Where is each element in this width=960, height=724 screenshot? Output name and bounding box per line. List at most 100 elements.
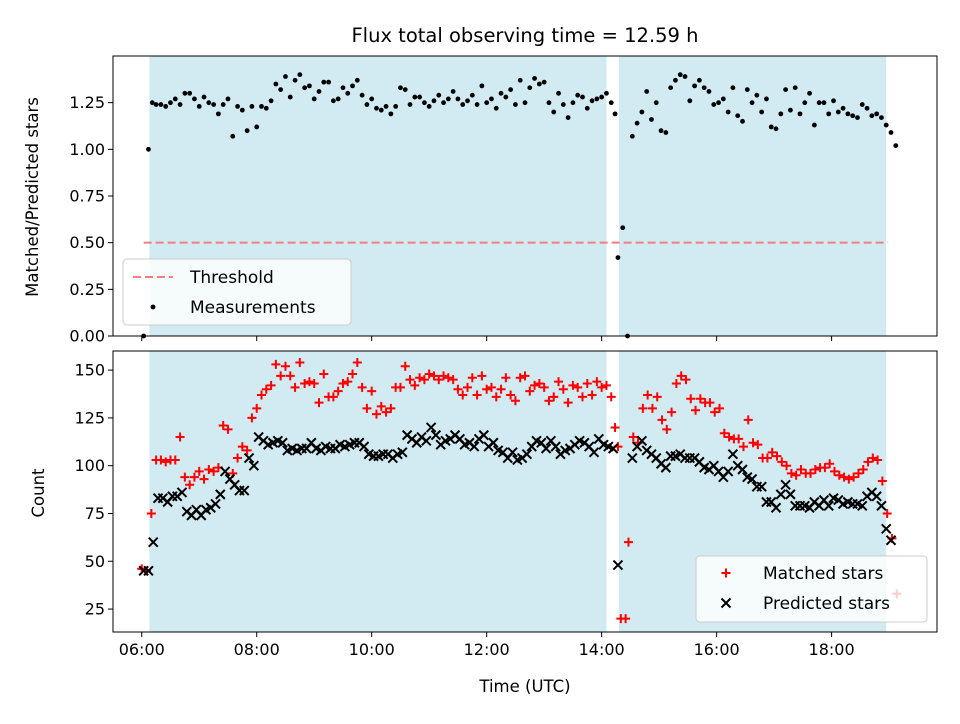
measurement-point [701, 85, 707, 91]
predicted-stars-point [430, 429, 442, 441]
measurement-point [792, 85, 798, 91]
predicted-stars-point [660, 462, 672, 473]
measurement-point [773, 126, 779, 132]
predicted-stars-point [358, 441, 370, 452]
measurement-point [811, 122, 817, 128]
measurement-point [653, 100, 659, 106]
measurement-point [469, 92, 475, 98]
measurement-point [215, 111, 221, 117]
measurement-point [402, 87, 408, 92]
bottom-series-1 [138, 422, 897, 577]
matched-stars-point [558, 384, 568, 394]
matched-stars-point [573, 382, 583, 392]
predicted-stars-point [148, 536, 159, 548]
measurement-point [778, 111, 784, 117]
measurement-point [541, 79, 547, 85]
matched-stars-point [486, 382, 496, 392]
measurement-point [536, 81, 542, 87]
matched-stars-point [194, 466, 204, 476]
matched-stars-point [170, 455, 180, 465]
matched-stars-point [443, 373, 453, 383]
matched-stars-point [844, 474, 854, 484]
matched-stars-point [209, 466, 219, 476]
matched-stars-point [271, 359, 281, 369]
measurement-point [612, 111, 618, 117]
matched-stars-point [189, 472, 199, 482]
predicted-stars-point [540, 443, 552, 454]
top-y-tick-label: 0.75 [69, 187, 105, 206]
matched-stars-point [419, 375, 429, 385]
measurement-point [383, 104, 389, 109]
predicted-stars-point [607, 443, 619, 454]
matched-stars-point [863, 457, 873, 467]
predicted-stars-point [636, 435, 648, 447]
matched-stars-point [753, 440, 763, 450]
measurement-point [273, 81, 279, 87]
predicted-stars-point [785, 489, 796, 500]
measurement-point [513, 102, 518, 107]
measurement-point [580, 94, 585, 100]
matched-stars-point [510, 396, 520, 406]
measurement-point [594, 96, 600, 102]
matched-stars-point [453, 384, 463, 394]
predicted-stars-point [239, 485, 250, 496]
top-y-tick-label: 1.25 [69, 93, 105, 112]
measurement-point [869, 113, 875, 119]
matched-stars-point [348, 369, 358, 379]
matched-stars-point [587, 390, 597, 400]
predicted-stars-point [397, 447, 408, 458]
matched-stars-point [429, 371, 439, 381]
measurement-point [460, 102, 466, 107]
matched-stars-point [597, 382, 607, 392]
measurement-point [335, 96, 341, 102]
matched-stars-point [439, 371, 449, 381]
measurement-point [615, 255, 621, 260]
measurement-point [864, 105, 870, 111]
matched-stars-point [218, 421, 228, 431]
matched-stars-point [715, 403, 725, 413]
measurement-point [340, 85, 346, 91]
measurement-point [835, 109, 841, 115]
matched-stars-point [554, 377, 564, 387]
matched-stars-point [338, 378, 348, 388]
matched-stars-point [496, 384, 506, 394]
measurement-point [163, 104, 169, 109]
predicted-stars-point [823, 500, 834, 512]
measurement-point [575, 92, 581, 98]
matched-stars-point [233, 453, 243, 463]
top-series-0 [141, 72, 899, 339]
matched-stars-point [386, 403, 396, 413]
measurement-point [278, 87, 284, 92]
matched-stars-point [839, 472, 849, 482]
measurement-point [807, 90, 812, 96]
legend-measurements-swatch [150, 304, 156, 310]
matched-stars-point [748, 438, 758, 448]
measurement-point [263, 105, 269, 111]
measurement-point [768, 124, 774, 130]
legend-predicted-stars-label: Predicted stars [763, 594, 890, 614]
measurement-point [608, 100, 614, 106]
measurement-point [730, 85, 736, 91]
matched-stars-point [782, 461, 792, 471]
matched-stars-point [657, 415, 667, 425]
matched-stars-point [328, 392, 338, 402]
measurement-point [254, 124, 260, 130]
measurement-point [369, 96, 375, 102]
matched-stars-point [280, 361, 290, 371]
measurement-point [556, 90, 561, 96]
matched-stars-point [647, 403, 657, 413]
matched-stars-point [806, 468, 816, 478]
top-y-tick-label: 0.25 [69, 280, 105, 299]
measurement-point [350, 83, 355, 89]
predicted-stars-point [488, 437, 499, 448]
measurement-point [455, 96, 461, 102]
measurement-point [551, 109, 557, 115]
measurement-point [682, 74, 688, 79]
measurement-point [168, 100, 173, 106]
matched-stars-point [491, 392, 501, 402]
matched-stars-point [395, 382, 405, 392]
measurement-point [158, 102, 164, 107]
matched-stars-point [681, 375, 691, 385]
measurement-point [604, 90, 609, 96]
measurement-point [503, 94, 509, 100]
